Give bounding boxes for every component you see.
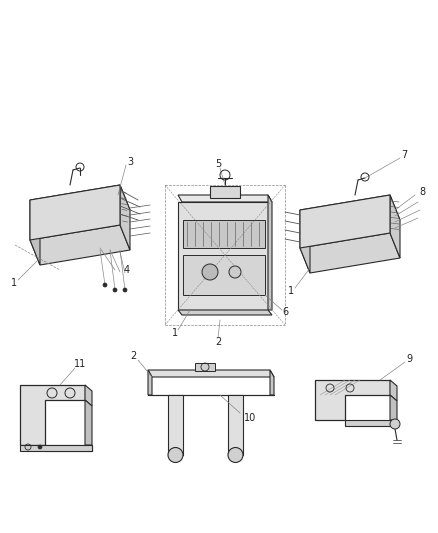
- Text: 10: 10: [244, 413, 256, 423]
- Circle shape: [168, 448, 183, 463]
- Polygon shape: [30, 225, 130, 265]
- Polygon shape: [390, 380, 397, 401]
- Polygon shape: [178, 310, 272, 315]
- Polygon shape: [178, 202, 268, 310]
- Text: 2: 2: [130, 351, 136, 361]
- Polygon shape: [45, 445, 92, 451]
- Text: 1: 1: [288, 286, 294, 296]
- Polygon shape: [345, 420, 397, 426]
- Polygon shape: [300, 210, 310, 273]
- Polygon shape: [183, 255, 265, 295]
- Polygon shape: [300, 233, 400, 273]
- Polygon shape: [315, 380, 390, 420]
- Text: 1: 1: [172, 328, 178, 338]
- Circle shape: [38, 445, 42, 449]
- Polygon shape: [20, 445, 92, 451]
- Polygon shape: [30, 200, 40, 265]
- Text: 2: 2: [215, 337, 221, 347]
- Polygon shape: [300, 195, 400, 235]
- Circle shape: [113, 288, 117, 292]
- Text: 1: 1: [11, 278, 17, 288]
- Polygon shape: [270, 370, 274, 395]
- Text: 4: 4: [124, 265, 130, 275]
- Polygon shape: [268, 195, 272, 310]
- Polygon shape: [228, 395, 243, 455]
- Polygon shape: [300, 195, 390, 248]
- Text: 8: 8: [419, 187, 425, 197]
- Text: 5: 5: [215, 159, 221, 169]
- Polygon shape: [120, 185, 130, 250]
- Polygon shape: [390, 395, 397, 420]
- Circle shape: [202, 264, 218, 280]
- Text: 3: 3: [127, 157, 133, 167]
- Circle shape: [228, 448, 243, 463]
- Polygon shape: [30, 185, 130, 225]
- Polygon shape: [183, 220, 265, 248]
- Circle shape: [123, 288, 127, 292]
- Polygon shape: [178, 195, 272, 202]
- Text: 9: 9: [406, 354, 412, 364]
- Polygon shape: [210, 186, 240, 198]
- Text: 7: 7: [401, 150, 407, 160]
- Circle shape: [390, 419, 400, 429]
- Polygon shape: [30, 185, 120, 240]
- Text: 11: 11: [74, 359, 86, 369]
- Polygon shape: [390, 195, 400, 258]
- Text: 6: 6: [282, 307, 288, 317]
- Polygon shape: [195, 363, 215, 371]
- Polygon shape: [20, 385, 85, 445]
- Polygon shape: [168, 395, 183, 455]
- Circle shape: [103, 283, 107, 287]
- Polygon shape: [85, 400, 92, 445]
- Polygon shape: [85, 385, 92, 406]
- Circle shape: [229, 266, 241, 278]
- Polygon shape: [148, 370, 152, 395]
- Polygon shape: [148, 370, 274, 377]
